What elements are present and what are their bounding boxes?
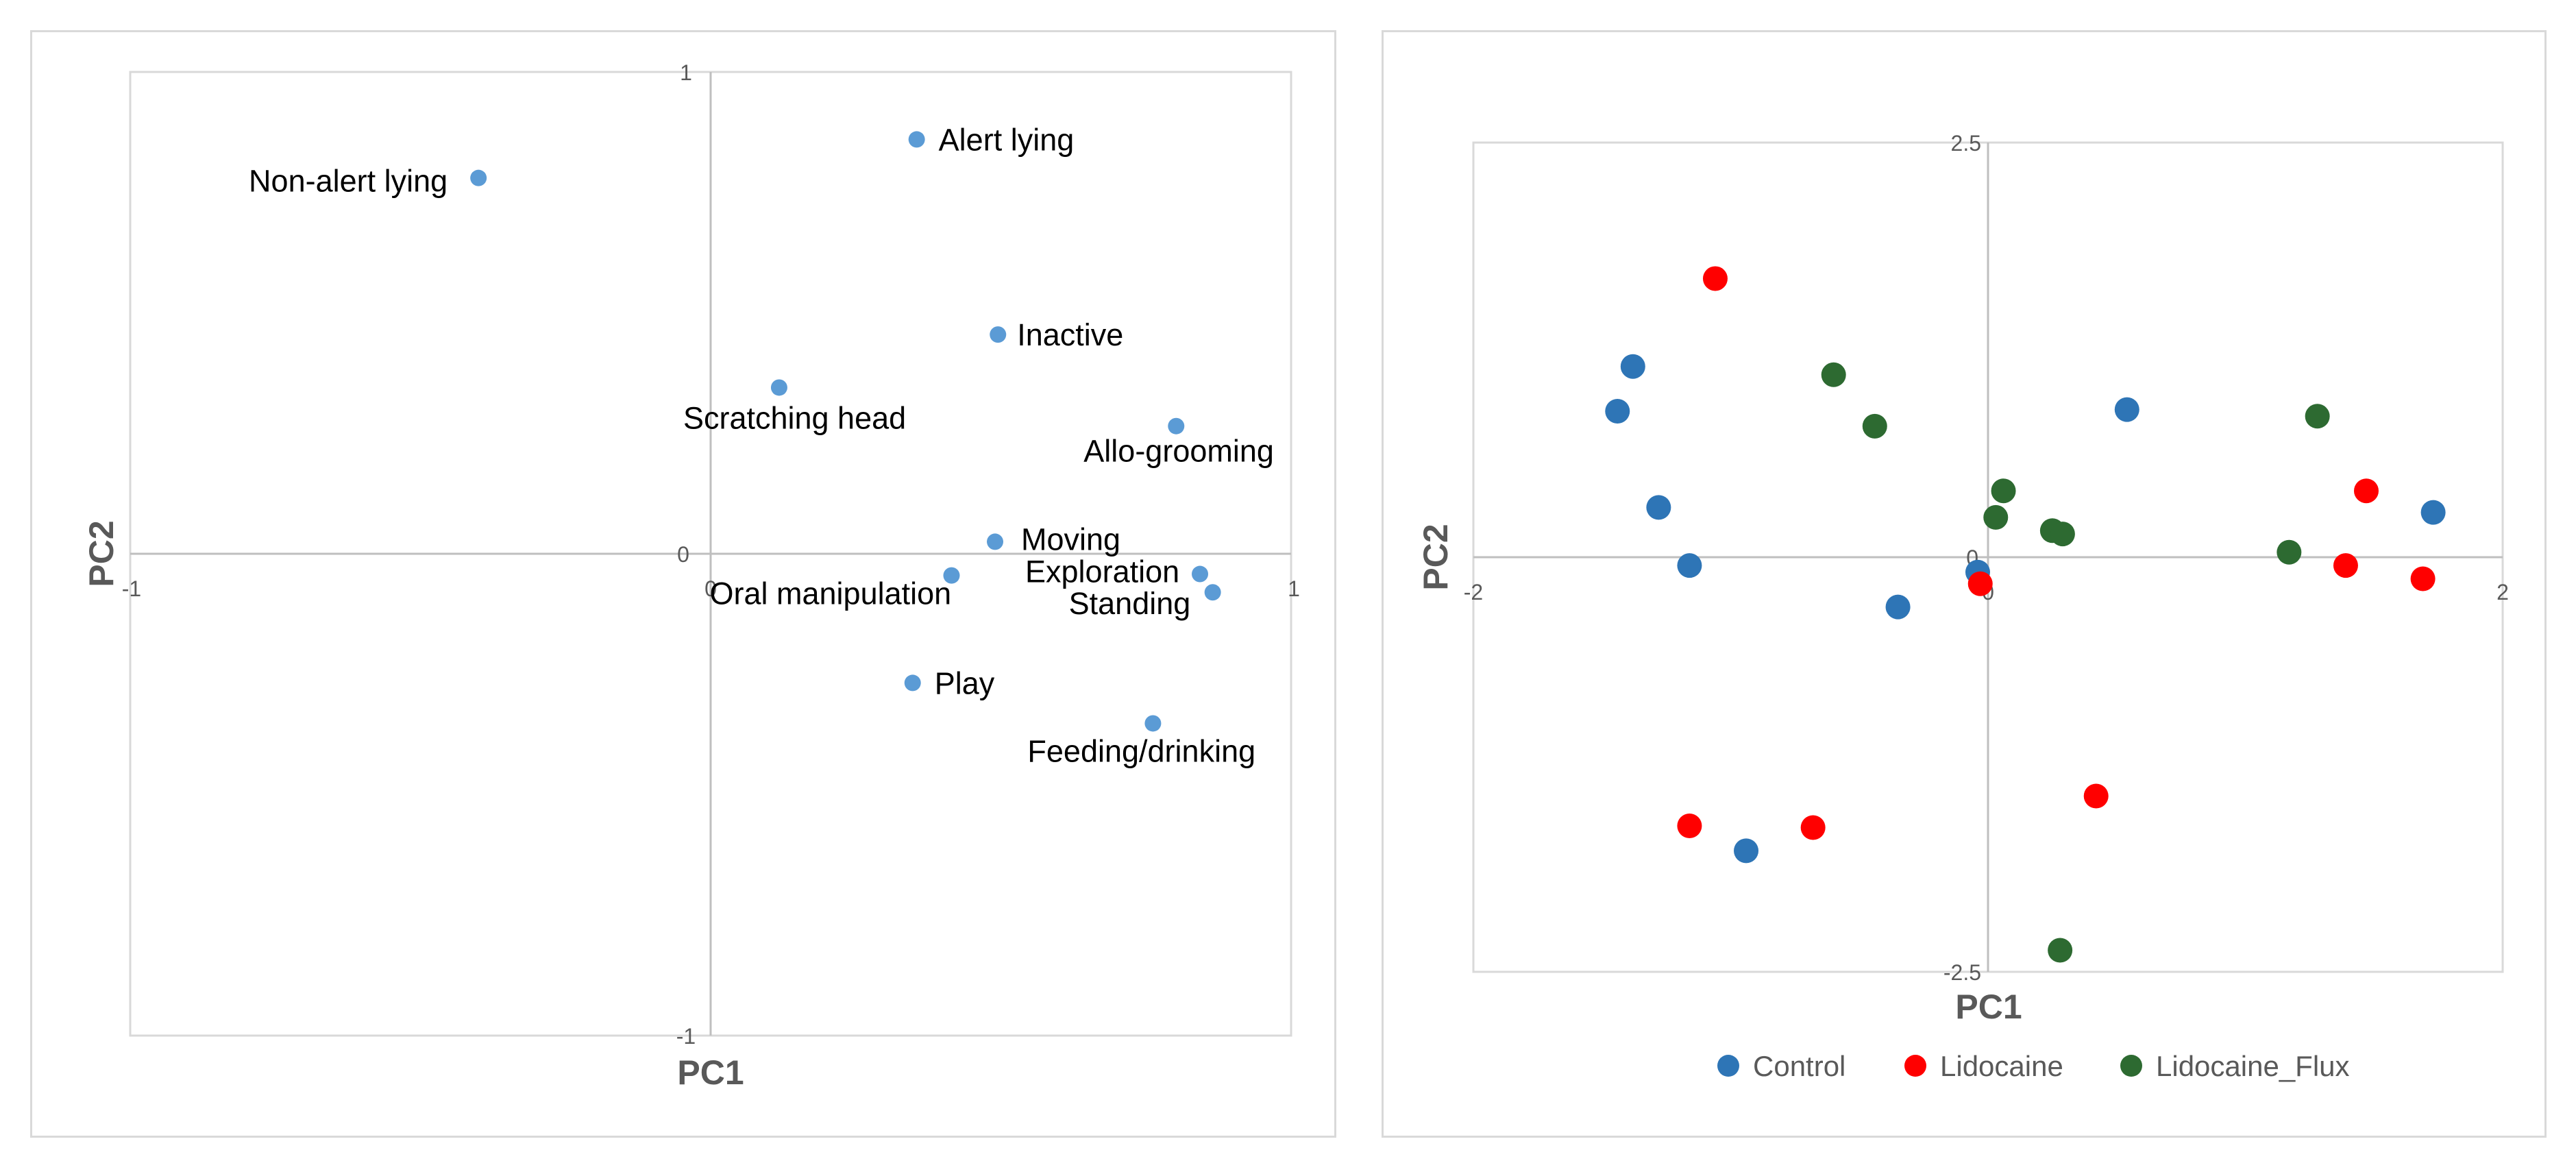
- point-label: Standing: [1069, 586, 1191, 621]
- loading-point: [770, 379, 787, 396]
- loading-point: [908, 131, 925, 148]
- point-label: Scratching head: [683, 400, 906, 435]
- point-label: Feeding/drinking: [1027, 733, 1255, 768]
- legend-marker: [1904, 1055, 1926, 1077]
- point-label: Exploration: [1025, 554, 1179, 589]
- point-label: Oral manipulation: [710, 576, 952, 611]
- x-tick-label: 2: [2497, 580, 2509, 604]
- point-label: Moving: [1021, 522, 1120, 557]
- score-point-control: [2114, 397, 2139, 422]
- legend-marker: [2120, 1055, 2142, 1077]
- score-point-lidocaine-flux: [2277, 539, 2302, 565]
- loading-point: [1204, 584, 1221, 601]
- point-label: Allo-grooming: [1083, 434, 1274, 469]
- y-tick-label: 2.5: [1951, 131, 1981, 156]
- point-label: Non-alert lying: [249, 164, 447, 199]
- score-point-control: [1646, 495, 1671, 520]
- point-label: Play: [935, 665, 995, 700]
- loading-point: [990, 326, 1007, 343]
- score-point-lidocaine-flux: [2050, 522, 2075, 547]
- y-tick-label: -2.5: [1943, 960, 1981, 985]
- score-point-control: [1605, 399, 1630, 424]
- score-point-lidocaine-flux: [1991, 478, 2016, 504]
- legend-entry: Lidocaine: [1940, 1050, 2063, 1082]
- point-label: Inactive: [1017, 317, 1123, 352]
- score-point-lidocaine: [1967, 571, 1993, 596]
- score-point-control: [1620, 354, 1645, 379]
- y-tick-label: 0: [677, 542, 689, 567]
- score-plot-panel: [1382, 30, 2547, 1138]
- score-point-lidocaine-flux: [2048, 938, 2073, 963]
- legend-entry: Lidocaine_Flux: [2156, 1050, 2350, 1082]
- y-tick-label: -1: [676, 1024, 696, 1049]
- x-axis-title-left: PC1: [677, 1053, 744, 1092]
- loading-point: [943, 567, 960, 584]
- score-point-control: [1734, 838, 1759, 864]
- y-tick-label: 1: [680, 60, 692, 85]
- score-point-lidocaine: [1800, 815, 1826, 840]
- x-tick-label: 1: [1288, 576, 1300, 601]
- loading-plot-panel: [30, 30, 1336, 1138]
- score-point-lidocaine: [1702, 266, 1728, 291]
- loading-point: [1144, 715, 1162, 732]
- score-point-lidocaine: [2353, 478, 2379, 504]
- loading-point: [987, 533, 1004, 550]
- y-axis-title-right: PC2: [1416, 524, 1455, 590]
- legend-marker: [1717, 1055, 1739, 1077]
- x-axis-title-right: PC1: [1955, 988, 2022, 1026]
- loading-point: [1192, 565, 1209, 583]
- score-point-lidocaine-flux: [1983, 504, 2009, 530]
- loading-point: [1168, 417, 1185, 435]
- score-point-control: [1885, 594, 1911, 620]
- score-point-lidocaine-flux: [1862, 413, 1887, 439]
- legend-entry: Control: [1753, 1050, 1845, 1082]
- score-point-lidocaine: [2410, 566, 2436, 591]
- point-label: Alert lying: [939, 122, 1075, 157]
- x-tick-label: -2: [1464, 580, 1483, 604]
- score-point-lidocaine: [2333, 553, 2358, 578]
- loading-point: [470, 169, 487, 186]
- y-axis-title-left: PC2: [82, 520, 121, 587]
- score-point-lidocaine-flux: [1821, 362, 1846, 387]
- score-point-lidocaine: [1677, 814, 1702, 839]
- score-point-control: [1677, 553, 1702, 578]
- score-point-lidocaine-flux: [2305, 404, 2330, 429]
- score-point-lidocaine: [2083, 783, 2109, 809]
- x-tick-label: 0: [704, 576, 717, 601]
- x-tick-label: -1: [122, 576, 141, 601]
- score-point-control: [2420, 500, 2446, 525]
- loading-point: [904, 674, 921, 692]
